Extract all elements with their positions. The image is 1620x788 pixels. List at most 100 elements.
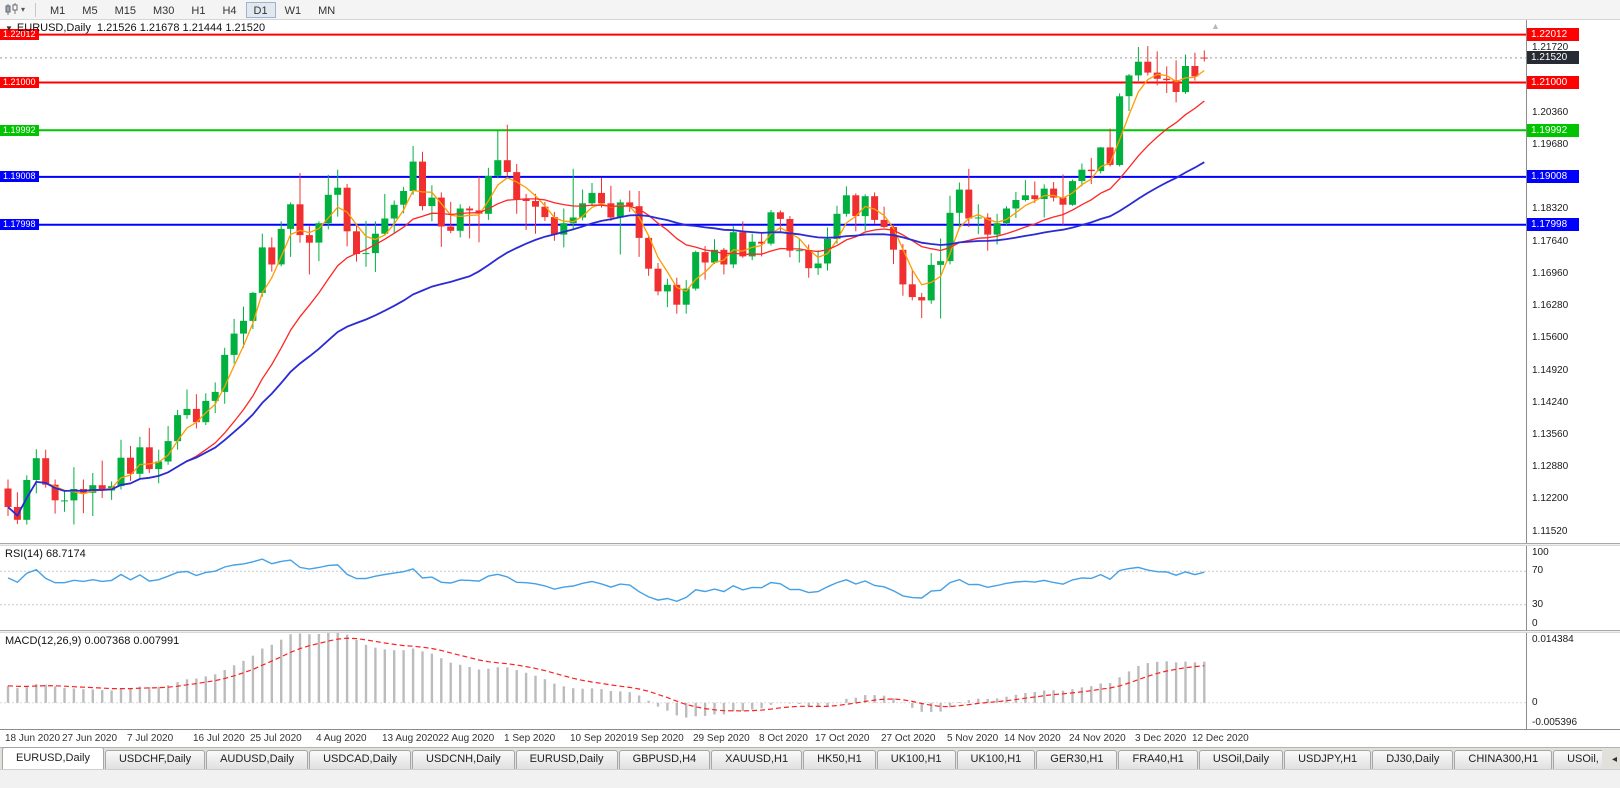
chart-tab-audusd-daily[interactable]: AUDUSD,Daily [206,750,309,769]
toolbar-separator [35,2,37,17]
hline-price-badge: 1.22012 [1527,28,1579,41]
date-label: 8 Oct 2020 [759,733,808,744]
hline-price-badge: 1.17998 [1527,218,1579,231]
rsi-level-tick: 70 [1532,565,1544,576]
chart-tab-xauusd-h1[interactable]: XAUUSD,H1 [711,750,803,769]
chart-tab-eurusd-daily[interactable]: EURUSD,Daily [2,747,104,769]
date-label: 27 Oct 2020 [881,733,936,744]
chart-tab-gbpusd-h4[interactable]: GBPUSD,H4 [618,750,711,769]
rsi-level-tick: 100 [1532,547,1549,558]
ma-line-medium [7,100,1205,517]
chart-tab-fra40-h1[interactable]: FRA40,H1 [1118,750,1198,769]
status-bar [0,769,1620,788]
macd-scale: 0.014384 0 -0.005396 [1526,633,1620,729]
chart-tab-hk50-h1[interactable]: HK50,H1 [803,750,876,769]
date-label: 27 Jun 2020 [62,733,118,744]
dropdown-arrow-icon[interactable]: ▾ [21,5,26,14]
chart-tab-usdjpy-h1[interactable]: USDJPY,H1 [1284,750,1372,769]
chart-tab-uk100-h1[interactable]: UK100,H1 [876,750,956,769]
rsi-level-tick: 30 [1532,599,1544,610]
timeframe-button-mn[interactable]: MN [318,4,336,17]
date-label: 5 Nov 2020 [947,733,999,744]
tab-scroll-left-icon[interactable]: ◂ [1611,754,1617,765]
macd-header: MACD(12,26,9) 0.007368 0.007991 [5,635,179,647]
price-tick: 1.14920 [1532,365,1569,376]
timeframe-button-m5[interactable]: M5 [82,4,98,17]
timeframe-button-w1[interactable]: W1 [284,4,302,17]
timeframe-button-h4[interactable]: H4 [222,4,237,17]
date-label: 24 Nov 2020 [1069,733,1126,744]
chart-tab-ger30-h1[interactable]: GER30,H1 [1036,750,1118,769]
candles-layer [4,46,1208,525]
rsi-label: RSI(14) 68.7174 [5,548,86,560]
macd-signal-line [7,637,1205,712]
hline-left-label: 1.19992 [0,125,39,136]
chart-header: ▼ EURUSD,Daily 1.21526 1.21678 1.21444 1.2… [5,22,265,34]
chart-tabs: EURUSD,Daily USDCHF,Daily AUDUSD,Daily USDC… [2,747,1602,769]
date-label: 10 Sep 2020 [570,733,627,744]
chart-tab-dj30-daily[interactable]: DJ30,Daily [1372,750,1454,769]
chart-tab-bar: EURUSD,Daily USDCHF,Daily AUDUSD,Daily USDC… [0,747,1620,769]
rsi-scale: 100 70 30 0 [1526,546,1620,630]
chart-tab-usdchf-daily[interactable]: USDCHF,Daily [104,750,206,769]
macd-level-tick: -0.005396 [1532,717,1578,728]
rsi-plot[interactable] [0,546,1526,630]
chart-tab-eurusd-daily[interactable]: EURUSD,Daily [515,750,618,769]
macd-indicator-pane[interactable]: MACD(12,26,9) 0.007368 0.007991 0.014384… [0,633,1620,729]
macd-level-tick: 0 [1532,697,1538,708]
timeframe-button-m1[interactable]: M1 [50,4,66,17]
price-tick: 1.16960 [1532,268,1569,279]
timeframe-button-m30[interactable]: M30 [152,4,175,17]
horizontal-line-objects[interactable] [0,33,1526,226]
date-label: 7 Jul 2020 [127,733,174,744]
collapse-arrow-icon[interactable]: ▼ [5,24,13,33]
chart-shift-marker-icon[interactable]: ▲ [1211,21,1220,31]
pane-divider[interactable] [0,543,1620,546]
rsi-indicator-pane[interactable]: RSI(14) 68.7174 100 70 30 0 [0,546,1620,630]
date-label: 1 Sep 2020 [504,733,556,744]
rsi-line [7,558,1205,603]
ma-line-slow [7,161,1205,517]
macd-histogram [6,633,1206,718]
timeframe-button-m15[interactable]: M15 [114,4,136,17]
hline-price-badge: 1.19992 [1527,124,1579,137]
ma-line-fast [7,69,1205,517]
timeframe-button-d1[interactable]: D1 [245,1,276,18]
chart-tab-china300-h1[interactable]: CHINA300,H1 [1454,750,1553,769]
price-tick: 1.12200 [1532,493,1569,504]
price-tick: 1.15600 [1532,332,1569,343]
timeframe-button-h1[interactable]: H1 [191,4,206,17]
price-tick: 1.16280 [1532,300,1569,311]
date-label: 29 Sep 2020 [693,733,750,744]
chart-tab-usdcnh-daily[interactable]: USDCNH,Daily [412,750,515,769]
candlestick-glyph [5,3,18,15]
chart-symbol-label: EURUSD,Daily [16,22,91,34]
time-axis[interactable]: 18 Jun 2020 27 Jun 2020 7 Jul 2020 16 Jul 2… [0,729,1620,747]
chart-tab-usoil-[interactable]: USOil, [1553,750,1602,769]
chart-tab-usoil-daily[interactable]: USOil,Daily [1198,750,1284,769]
price-tick: 1.18320 [1532,203,1569,214]
chart-tab-usdcad-daily[interactable]: USDCAD,Daily [309,750,412,769]
main-chart-pane[interactable]: ▼ EURUSD,Daily 1.21526 1.21678 1.21444 1.2… [0,20,1620,543]
timeframe-buttons: M1 M5 M15 M30 H1 H4 D1 W1 MN [42,1,343,18]
hline-left-label: 1.19008 [0,171,39,182]
price-tick: 1.20360 [1532,107,1569,118]
price-tick: 1.11520 [1532,526,1568,537]
macd-plot[interactable] [0,633,1526,729]
date-label: 22 Aug 2020 [438,733,495,744]
pane-divider[interactable] [0,630,1620,633]
candlestick-chart[interactable] [0,20,1526,543]
rsi-header: RSI(14) 68.7174 [5,548,86,560]
price-scale[interactable]: 1.217201.210401.203601.196801.190001.183… [1526,20,1620,543]
hline-left-label: 1.22012 [0,29,39,40]
chart-type-icon[interactable] [4,3,20,17]
price-tick: 1.21720 [1532,42,1569,53]
date-label: 19 Sep 2020 [627,733,684,744]
date-label: 17 Oct 2020 [815,733,870,744]
hline-left-label: 1.21000 [0,77,39,88]
macd-label: MACD(12,26,9) 0.007368 0.007991 [5,635,180,647]
hline-price-badge: 1.19008 [1527,170,1579,183]
macd-level-tick: 0.014384 [1532,634,1574,645]
chart-tab-uk100-h1[interactable]: UK100,H1 [956,750,1036,769]
